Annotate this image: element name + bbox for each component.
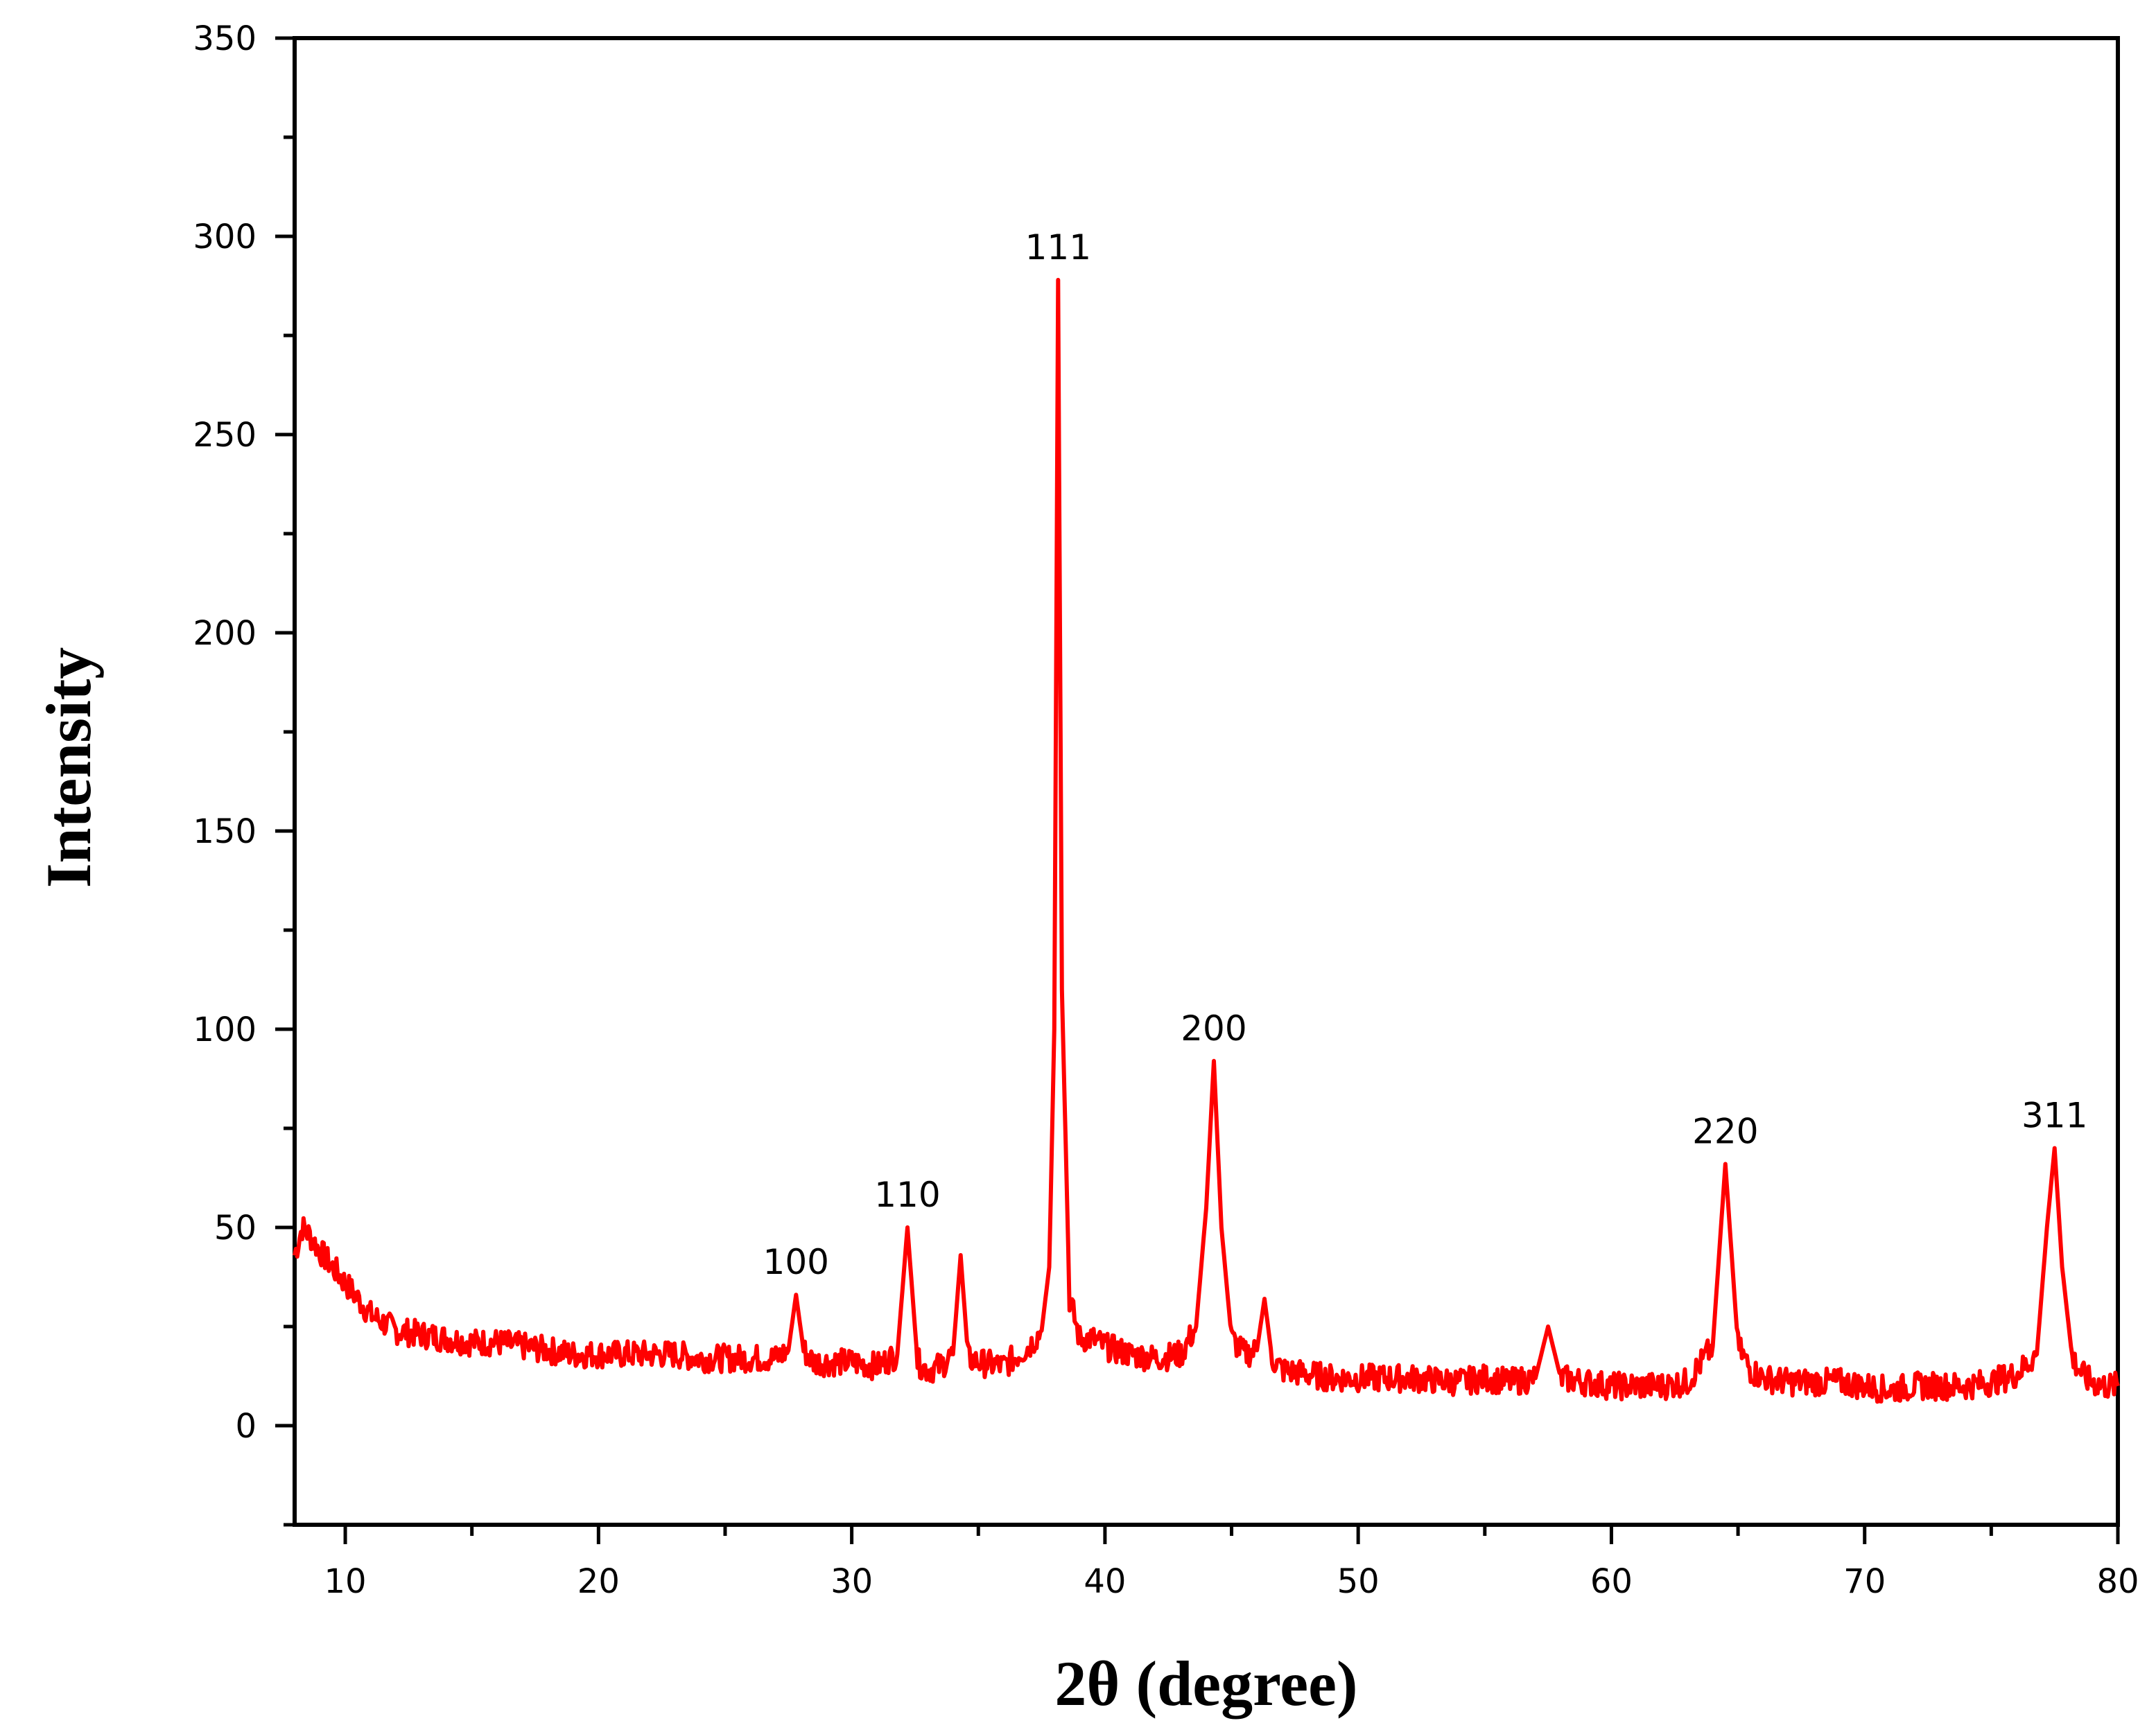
x-tick-label: 30 xyxy=(831,1562,873,1601)
x-tick-label: 70 xyxy=(1843,1562,1886,1601)
y-tick-label: 0 xyxy=(235,1407,257,1446)
y-tick-label: 100 xyxy=(193,1011,257,1049)
x-tick-label: 80 xyxy=(2096,1562,2139,1601)
data-layer xyxy=(293,277,2120,1404)
peak-label-220: 220 xyxy=(1692,1111,1758,1151)
peak-label-110: 110 xyxy=(874,1175,940,1215)
y-tick-label: 50 xyxy=(214,1209,257,1248)
x-tick-label: 10 xyxy=(324,1562,367,1601)
x-tick-label: 20 xyxy=(577,1562,620,1601)
y-tick-label: 350 xyxy=(193,19,257,58)
series-line xyxy=(293,277,2120,1404)
axes-layer: 10 20 30 40 50 60 70 80 0 50 100 150 200 250 300 350 xyxy=(193,19,2139,1601)
y-tick-label: 150 xyxy=(193,812,257,851)
peak-label-111: 111 xyxy=(1025,227,1091,268)
peak-label-200: 200 xyxy=(1181,1008,1246,1049)
peak-label-100: 100 xyxy=(763,1242,829,1282)
y-tick-label: 200 xyxy=(193,614,257,653)
x-tick-label: 50 xyxy=(1337,1562,1380,1601)
x-axis-title: 2θ (degree) xyxy=(1054,1648,1357,1719)
x-tick-label: 40 xyxy=(1084,1562,1126,1601)
plot-frame xyxy=(293,36,2120,1527)
peak-label-311: 311 xyxy=(2022,1096,2087,1136)
label-layer: 100 110 111 200 220 311 xyxy=(763,227,2088,1282)
x-tick-label: 60 xyxy=(1590,1562,1633,1601)
y-tick-label: 300 xyxy=(193,218,257,256)
y-tick-label: 250 xyxy=(193,416,257,455)
y-axis-title: Intensity xyxy=(33,647,104,889)
